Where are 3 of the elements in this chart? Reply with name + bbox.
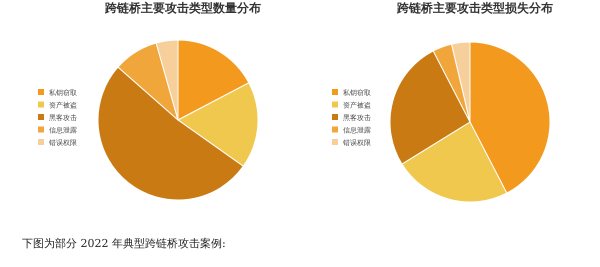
chart-title: 跨链桥主要攻击类型损失分布	[396, 1, 553, 15]
chart-title: 跨链桥主要攻击类型数量分布	[104, 1, 261, 15]
text: 下图为部分 2022 年典型跨链桥攻击案例:	[22, 237, 226, 250]
